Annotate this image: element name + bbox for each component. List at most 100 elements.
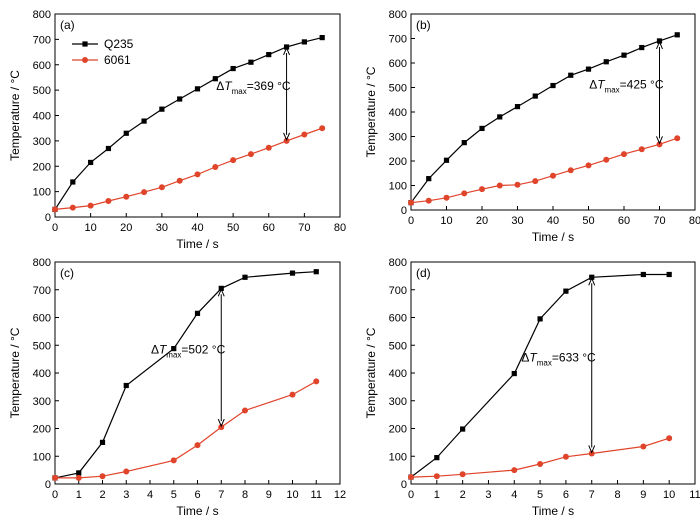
data-point-6061	[674, 135, 681, 142]
data-point-q235	[230, 65, 236, 72]
legend-label-q235: Q235	[104, 37, 134, 51]
data-point-6061	[265, 144, 272, 151]
series-line-q235	[54, 37, 323, 210]
series-line-q235	[54, 271, 317, 479]
y-tick-label: 100	[33, 187, 51, 199]
data-point-q235	[603, 59, 609, 65]
data-point-6061	[425, 197, 432, 204]
data-point-6061	[52, 206, 58, 213]
panel-a: 0 10 20 30 40 50 60 70 8001002003004005006007008…	[8, 9, 346, 251]
data-point-q235	[563, 288, 569, 294]
data-point-q235	[532, 93, 538, 99]
x-tick-label: 12	[334, 489, 346, 501]
x-tick-label: 20	[120, 222, 132, 234]
panel-d: 0 1 2 3 4 5 6 7 8 9 10 11 0 100 200 300 400 500 600 700 800 T…	[364, 257, 700, 518]
delta-arrow-head-up	[283, 46, 291, 56]
data-point-6061	[603, 156, 610, 163]
y-tick-label: 500	[33, 85, 51, 97]
data-point-6061	[52, 474, 58, 481]
data-point-6061	[99, 473, 106, 480]
panel-label: (d)	[416, 266, 431, 280]
data-point-q235	[99, 439, 106, 445]
x-tick-label: 10	[663, 489, 675, 501]
data-point-q235	[568, 72, 574, 78]
y-tick-label: 600	[389, 313, 407, 325]
legend: Q235 6061	[72, 37, 134, 67]
y-tick-label: 700	[33, 285, 51, 297]
data-point-q235	[194, 86, 201, 92]
series-line-6061	[55, 380, 317, 479]
legend-label-6061: 6061	[104, 53, 131, 67]
y-tick-label: 400	[33, 368, 51, 380]
data-point-6061	[69, 204, 76, 211]
y-tick-label: 800	[389, 257, 407, 269]
y-tick-label: 800	[33, 257, 51, 269]
x-tick-label: 30	[156, 222, 168, 234]
y-tick-label: 600	[33, 60, 51, 72]
series-line-6061	[410, 137, 678, 204]
data-point-q235	[123, 382, 129, 389]
data-point-q235	[537, 316, 543, 322]
y-tick-label: 800	[389, 9, 407, 21]
data-point-6061	[514, 181, 521, 188]
data-point-q235	[585, 66, 592, 72]
data-point-6061	[532, 178, 539, 185]
data-point-6061	[87, 202, 94, 209]
x-tick-label: 4	[511, 489, 517, 501]
y-tick-label: 200	[33, 424, 51, 436]
panel-b: 0 10 20 30 40 50 60 70 8001002003004005006007008…	[364, 9, 700, 244]
delta-arrow-head-up	[656, 40, 663, 50]
x-tick-label: 70	[298, 222, 310, 234]
delta-arrow-head-down	[588, 445, 596, 454]
x-tick-label: 1	[76, 489, 82, 501]
data-point-q235	[460, 426, 466, 432]
data-point-q235	[514, 104, 521, 110]
data-point-q235	[88, 159, 94, 166]
x-tick-label: 1	[434, 489, 440, 501]
delta-arrow-head-up	[217, 288, 225, 297]
data-point-6061	[640, 443, 647, 450]
x-tick-label: 30	[511, 215, 523, 227]
y-tick-label: 100	[33, 451, 51, 463]
data-point-6061	[230, 157, 237, 164]
x-tick-label: 50	[582, 215, 594, 227]
delta-arrow-head-up	[588, 276, 596, 286]
data-point-q235	[177, 96, 183, 102]
y-tick-label: 800	[33, 9, 51, 21]
delta-arrow-head-down	[217, 418, 225, 428]
data-point-q235	[123, 130, 129, 136]
y-tick-label: 200	[389, 156, 407, 168]
y-tick-label: 500	[389, 340, 407, 352]
x-tick-label: 4	[147, 489, 153, 501]
x-tick-label: 6	[563, 489, 569, 501]
data-point-q235	[550, 82, 556, 89]
y-tick-label: 400	[33, 111, 51, 123]
delta-arrow-head-down	[656, 136, 663, 145]
data-point-6061	[105, 198, 112, 205]
x-tick-label: 10	[440, 215, 452, 227]
delta-arrow-head-down	[283, 132, 291, 142]
delta-t-max-annotation: ΔTmax=369 °C	[216, 79, 291, 96]
data-point-6061	[194, 442, 201, 449]
data-point-q235	[666, 271, 672, 278]
data-point-6061	[550, 172, 556, 179]
data-point-6061	[537, 461, 544, 468]
x-tick-label: 11	[311, 489, 322, 501]
series-line-q235	[410, 273, 670, 478]
panel-c: 0 1 2 3 4 5 6 7 8 9 10 11 12010020030040050060070080…	[8, 257, 346, 518]
data-point-6061	[75, 474, 82, 481]
x-tick-label: 3	[485, 489, 491, 501]
data-point-6061	[433, 473, 440, 480]
data-point-6061	[496, 182, 503, 189]
data-point-6061	[408, 199, 414, 206]
data-point-q235	[640, 271, 646, 278]
data-point-q235	[242, 274, 248, 280]
x-tick-label: 80	[689, 215, 700, 227]
delta-t-max-annotation: ΔTmax=502 °C	[151, 343, 226, 360]
x-tick-label: 70	[653, 215, 665, 227]
x-tick-label: 0	[408, 489, 414, 501]
x-tick-label: 20	[476, 215, 488, 227]
y-tick-label: 300	[389, 132, 407, 144]
x-axis-label: Time / s	[532, 230, 574, 244]
panel-label: (a)	[60, 18, 75, 32]
